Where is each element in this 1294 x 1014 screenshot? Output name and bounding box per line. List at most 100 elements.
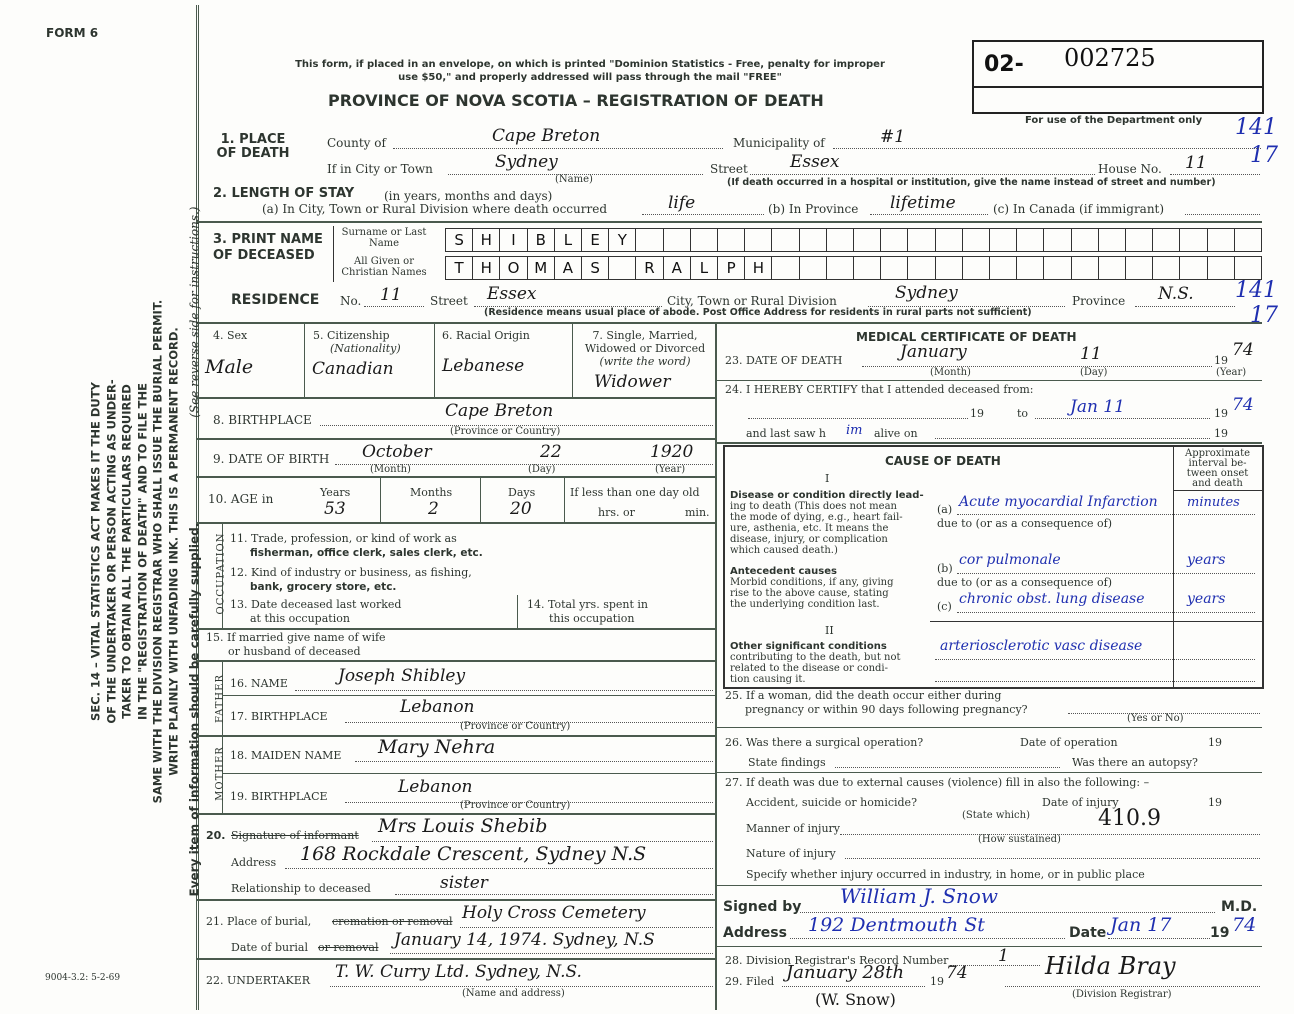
cause-a: Acute myocardial Infarction bbox=[959, 494, 1158, 510]
margin-code: 141 bbox=[1235, 115, 1277, 140]
dob-month: October bbox=[362, 442, 432, 462]
yes-no-hint: (Yes or No) bbox=[1127, 713, 1184, 724]
antecedent-line: the underlying condition last. bbox=[730, 599, 880, 610]
informant-name: Mrs Louis Shebib bbox=[378, 815, 548, 837]
county-label: County of bbox=[327, 136, 386, 150]
house-value: 11 bbox=[1185, 153, 1207, 173]
burial-place: Holy Cross Cemetery bbox=[462, 903, 646, 923]
sidebar-line: SAME WITH THE DIVISION REGISTRAR WHO SHA… bbox=[150, 299, 165, 804]
stay-province-value: lifetime bbox=[890, 193, 956, 213]
cause-c: chronic obst. lung disease bbox=[959, 591, 1145, 607]
signed-by-label: Signed by bbox=[723, 899, 802, 915]
q15-line: 15. If married give name of wife bbox=[206, 631, 386, 644]
year-hint: (Year) bbox=[655, 464, 686, 475]
q13: 13. Date deceased last worked at this occ… bbox=[230, 598, 401, 626]
death-year: 74 bbox=[1232, 340, 1254, 360]
how-sustained-hint: (How sustained) bbox=[978, 834, 1061, 845]
registration-box: 02- 002725 bbox=[972, 40, 1264, 114]
stay-city-value: life bbox=[668, 193, 696, 213]
letter-box: R bbox=[635, 257, 662, 279]
undertaker-hint: (Name and address) bbox=[462, 988, 565, 999]
death-day: 11 bbox=[1080, 344, 1102, 364]
letter-box: H bbox=[472, 257, 499, 279]
letter-box: P bbox=[717, 257, 744, 279]
direct-line: which caused death.) bbox=[730, 545, 838, 556]
margin-code: 17 bbox=[1250, 303, 1278, 328]
letter-box bbox=[1233, 257, 1261, 279]
letter-box bbox=[880, 229, 907, 251]
letter-box: S bbox=[454, 231, 464, 249]
filed-year-prefix: 19 bbox=[930, 975, 944, 988]
letter-box bbox=[1179, 229, 1206, 251]
letter-box bbox=[662, 229, 690, 251]
other-line: tion causing it. bbox=[730, 674, 806, 685]
registrar-hint: (Division Registrar) bbox=[1072, 989, 1172, 1000]
letter-box bbox=[1016, 229, 1043, 251]
date-of-death-label: 23. DATE OF DEATH bbox=[725, 354, 843, 367]
street-value: Essex bbox=[790, 152, 840, 172]
letter-box: A bbox=[662, 257, 690, 279]
from-year-prefix: 19 bbox=[970, 407, 984, 420]
residence-no: 11 bbox=[380, 285, 402, 305]
county-value: Cape Breton bbox=[492, 126, 601, 146]
letter-box bbox=[771, 257, 798, 279]
filed-note: (W. Snow) bbox=[815, 990, 896, 1009]
sex-value: Male bbox=[205, 356, 254, 378]
direct-line: ing to death (This does not mean bbox=[730, 501, 897, 512]
cause-b: cor pulmonale bbox=[959, 552, 1061, 568]
residence-city: Sydney bbox=[895, 283, 958, 303]
given-names-label: All Given or Christian Names bbox=[341, 256, 427, 278]
residence-no-label: No. bbox=[340, 294, 362, 308]
letter-box bbox=[1152, 257, 1179, 279]
hospital-note: (If death occurred in a hospital or inst… bbox=[727, 177, 1216, 188]
accident-label: Accident, suicide or homicide? bbox=[746, 796, 917, 809]
father-birthplace: Lebanon bbox=[400, 697, 475, 717]
q14: 14. Total yrs. spent in this occupation bbox=[527, 598, 648, 626]
q12: 12. Kind of industry or business, as fis… bbox=[230, 566, 472, 594]
stay-province-label: (b) In Province bbox=[768, 202, 859, 216]
attended-to-year: 74 bbox=[1232, 395, 1254, 415]
burial-date-label: Date of burial bbox=[231, 941, 308, 954]
signed-date: Jan 17 bbox=[1110, 914, 1172, 936]
informant-address-label: Address bbox=[231, 856, 277, 869]
sidebar-line: SEC. 14 – VITAL STATISTICS ACT MAKES IT … bbox=[88, 382, 103, 721]
alive-on-label: alive on bbox=[874, 427, 918, 440]
letter-box: Y bbox=[608, 229, 635, 251]
q14-line: 14. Total yrs. spent in bbox=[527, 598, 648, 611]
other-line: contributing to the death, but not bbox=[730, 652, 901, 663]
letter-box bbox=[1016, 257, 1043, 279]
other-conditions: arteriosclerotic vasc disease bbox=[940, 638, 1143, 654]
interval-line: and death bbox=[1192, 478, 1243, 489]
age-days: 20 bbox=[510, 499, 532, 519]
undertaker-value: T. W. Curry Ltd. Sydney, N.S. bbox=[335, 962, 582, 982]
injury-year-prefix: 19 bbox=[1208, 796, 1222, 809]
medical-certificate-heading: MEDICAL CERTIFICATE OF DEATH bbox=[856, 330, 1077, 344]
date-of-operation-label: Date of operation bbox=[1020, 736, 1118, 749]
cause-b-label: (b) bbox=[937, 562, 953, 575]
municipality-label: Municipality of bbox=[733, 136, 825, 150]
filed-year: 74 bbox=[946, 963, 968, 983]
letter-box: L bbox=[553, 229, 581, 251]
citizenship-label: 5. Citizenship bbox=[313, 329, 390, 342]
letter-box: A bbox=[553, 257, 581, 279]
letter-box bbox=[1043, 257, 1070, 279]
letter-box bbox=[798, 257, 826, 279]
letter-box bbox=[825, 229, 853, 251]
interval-line: tween onset bbox=[1186, 468, 1249, 479]
letter-box bbox=[1179, 257, 1206, 279]
residence-province: N.S. bbox=[1158, 284, 1194, 304]
q15-spouse: 15. If married give name of wife or husba… bbox=[206, 631, 386, 659]
signed-date-label: Date bbox=[1069, 925, 1107, 941]
record-number-label: 28. Division Registrar's Record Number bbox=[725, 954, 949, 967]
racial-origin-value: Lebanese bbox=[442, 356, 525, 376]
sidebar-footer: Every item of information should be care… bbox=[187, 522, 202, 897]
direct-line: the mode of dying, e.g., heart fail- bbox=[730, 512, 903, 523]
letter-box: B bbox=[526, 229, 554, 251]
father-side-label: FATHER bbox=[214, 674, 226, 723]
informant-label-struck: Signature of informant bbox=[231, 829, 359, 842]
margin-code: 17 bbox=[1250, 143, 1278, 168]
marital-label-line: (write the word) bbox=[599, 355, 691, 368]
q11-line: fisherman, office clerk, sales clerk, et… bbox=[250, 547, 483, 559]
